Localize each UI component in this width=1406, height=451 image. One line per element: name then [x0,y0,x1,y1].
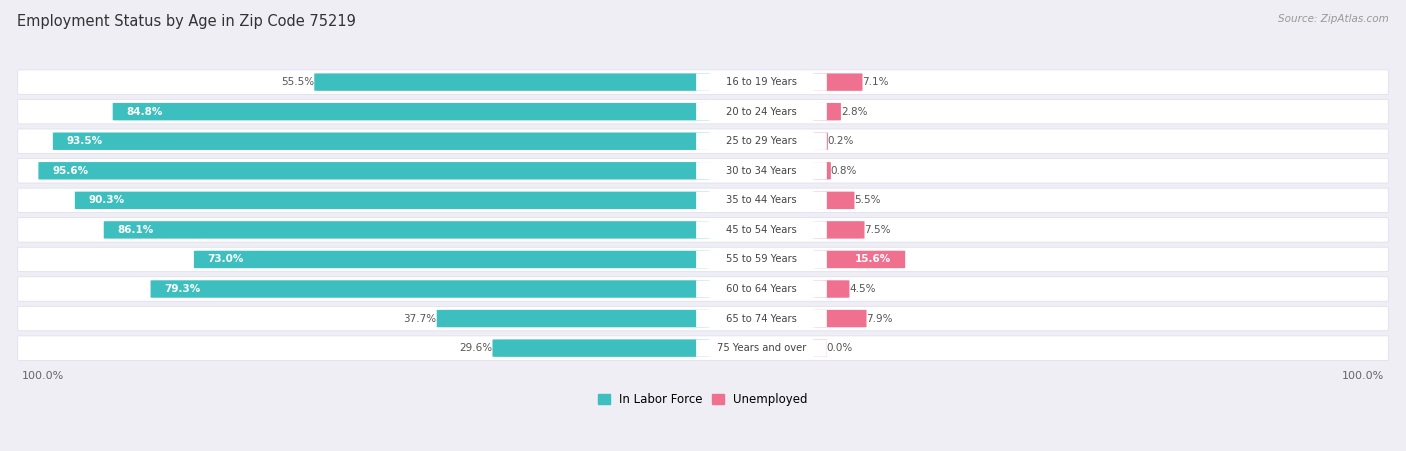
FancyBboxPatch shape [696,162,827,179]
FancyBboxPatch shape [53,133,710,150]
FancyBboxPatch shape [150,280,710,298]
FancyBboxPatch shape [104,221,710,239]
FancyBboxPatch shape [18,129,1388,153]
FancyBboxPatch shape [18,70,1388,94]
Text: 0.2%: 0.2% [828,136,855,146]
Text: 0.8%: 0.8% [831,166,858,176]
Text: 45 to 54 Years: 45 to 54 Years [725,225,797,235]
Text: 16 to 19 Years: 16 to 19 Years [725,77,797,87]
Text: 75 Years and over: 75 Years and over [717,343,806,353]
Text: 79.3%: 79.3% [165,284,201,294]
Text: 100.0%: 100.0% [22,371,65,381]
FancyBboxPatch shape [112,103,710,120]
FancyBboxPatch shape [813,192,855,209]
Text: 5.5%: 5.5% [855,195,882,205]
Text: 86.1%: 86.1% [118,225,153,235]
FancyBboxPatch shape [813,310,866,327]
FancyBboxPatch shape [813,221,865,239]
Text: 2.8%: 2.8% [841,107,868,117]
FancyBboxPatch shape [696,103,827,120]
FancyBboxPatch shape [813,103,841,120]
Text: 93.5%: 93.5% [66,136,103,146]
Text: 55.5%: 55.5% [281,77,315,87]
FancyBboxPatch shape [194,251,710,268]
Text: 7.1%: 7.1% [862,77,889,87]
FancyBboxPatch shape [75,192,710,209]
Text: 30 to 34 Years: 30 to 34 Years [727,166,797,176]
FancyBboxPatch shape [437,310,710,327]
Text: 95.6%: 95.6% [52,166,89,176]
FancyBboxPatch shape [696,310,827,327]
Text: 65 to 74 Years: 65 to 74 Years [725,313,797,323]
Text: 84.8%: 84.8% [127,107,163,117]
FancyBboxPatch shape [18,218,1388,242]
Text: 15.6%: 15.6% [855,254,891,264]
FancyBboxPatch shape [18,100,1388,124]
FancyBboxPatch shape [696,221,827,239]
Text: 100.0%: 100.0% [1341,371,1384,381]
FancyBboxPatch shape [18,188,1388,212]
Text: 7.5%: 7.5% [865,225,891,235]
FancyBboxPatch shape [813,340,827,357]
FancyBboxPatch shape [18,277,1388,301]
Text: 55 to 59 Years: 55 to 59 Years [725,254,797,264]
Text: 7.9%: 7.9% [866,313,893,323]
FancyBboxPatch shape [696,74,827,91]
FancyBboxPatch shape [18,247,1388,272]
FancyBboxPatch shape [813,280,849,298]
FancyBboxPatch shape [696,340,827,357]
Text: Employment Status by Age in Zip Code 75219: Employment Status by Age in Zip Code 752… [17,14,356,28]
FancyBboxPatch shape [813,251,905,268]
FancyBboxPatch shape [813,162,831,179]
FancyBboxPatch shape [696,192,827,209]
Text: 60 to 64 Years: 60 to 64 Years [725,284,797,294]
Text: 35 to 44 Years: 35 to 44 Years [725,195,797,205]
Text: Source: ZipAtlas.com: Source: ZipAtlas.com [1278,14,1389,23]
Legend: In Labor Force, Unemployed: In Labor Force, Unemployed [593,388,813,411]
Text: 29.6%: 29.6% [460,343,492,353]
Text: 20 to 24 Years: 20 to 24 Years [725,107,797,117]
FancyBboxPatch shape [18,306,1388,331]
Text: 25 to 29 Years: 25 to 29 Years [725,136,797,146]
FancyBboxPatch shape [696,280,827,298]
Text: 0.0%: 0.0% [827,343,853,353]
Text: 4.5%: 4.5% [849,284,876,294]
Text: 37.7%: 37.7% [404,313,437,323]
FancyBboxPatch shape [696,251,827,268]
FancyBboxPatch shape [696,133,827,150]
FancyBboxPatch shape [492,340,710,357]
Text: 73.0%: 73.0% [208,254,245,264]
FancyBboxPatch shape [18,159,1388,183]
FancyBboxPatch shape [38,162,710,179]
FancyBboxPatch shape [813,74,862,91]
Text: 90.3%: 90.3% [89,195,125,205]
FancyBboxPatch shape [813,133,828,150]
FancyBboxPatch shape [18,336,1388,360]
FancyBboxPatch shape [315,74,710,91]
